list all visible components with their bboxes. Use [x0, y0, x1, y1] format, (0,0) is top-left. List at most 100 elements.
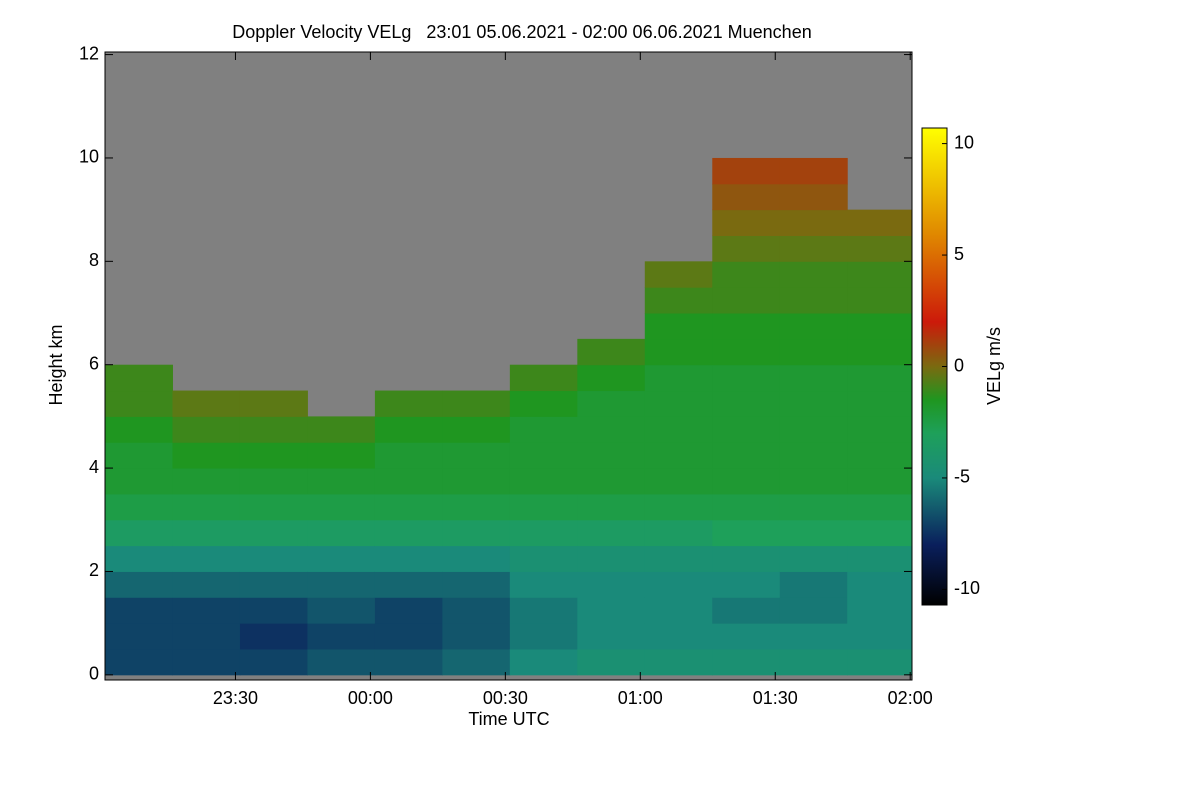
- heatmap-cell: [577, 442, 646, 469]
- y-tick-label: 4: [89, 457, 99, 477]
- heatmap-cell: [779, 364, 848, 392]
- heatmap-cell: [307, 648, 376, 676]
- heatmap-cell: [105, 364, 173, 392]
- heatmap-cell: [374, 416, 443, 443]
- heatmap-cell: [509, 545, 578, 572]
- heatmap-cell: [105, 623, 173, 650]
- heatmap-cell: [172, 442, 241, 469]
- colorbar-tick-label: 10: [954, 132, 974, 152]
- heatmap-cell: [779, 648, 848, 676]
- heatmap-cell: [779, 416, 848, 443]
- heatmap-cell: [779, 597, 848, 624]
- heatmap-cell: [105, 390, 173, 417]
- heatmap-cell: [779, 313, 848, 340]
- heatmap-cell: [779, 261, 848, 288]
- heatmap-cell: [442, 648, 511, 676]
- heatmap-cell: [239, 648, 308, 676]
- heatmap-cell: [847, 545, 913, 572]
- colorbar-tick-label: -10: [954, 578, 980, 598]
- y-axis-label: Height km: [46, 324, 66, 405]
- heatmap-cell: [712, 287, 781, 314]
- x-tick-label: 02:00: [888, 688, 933, 708]
- heatmap-cell: [644, 597, 713, 624]
- colorbar-tick-label: -5: [954, 467, 970, 487]
- y-tick-label: 12: [79, 43, 99, 63]
- heatmap-cell: [172, 519, 241, 547]
- colorbar-tick-label: 5: [954, 244, 964, 264]
- heatmap-cell: [577, 597, 646, 624]
- heatmap-cell: [847, 338, 913, 366]
- heatmap-cell: [172, 597, 241, 624]
- heatmap-cell: [374, 623, 443, 650]
- chart-title: Doppler Velocity VELg 23:01 05.06.2021 -…: [232, 22, 811, 42]
- heatmap-cell: [644, 468, 713, 495]
- heatmap-cell: [172, 416, 241, 443]
- heatmap-cell: [577, 623, 646, 650]
- heatmap-cell: [307, 571, 376, 598]
- heatmap-cell: [307, 519, 376, 547]
- heatmap-cell: [374, 597, 443, 624]
- heatmap-cell: [644, 338, 713, 366]
- heatmap-cell: [712, 313, 781, 340]
- heatmap-cell: [374, 442, 443, 469]
- heatmap-cell: [239, 416, 308, 443]
- heatmap-cell: [105, 416, 173, 443]
- heatmap-cell: [509, 571, 578, 598]
- heatmap-cell: [509, 493, 578, 521]
- heatmap-cell: [239, 442, 308, 469]
- heatmap-cell: [172, 545, 241, 572]
- heatmap-cell: [172, 493, 241, 521]
- heatmap-cell: [577, 416, 646, 443]
- heatmap-cell: [105, 648, 173, 676]
- heatmap-cell: [779, 235, 848, 262]
- heatmap-cell: [307, 623, 376, 650]
- x-tick-label: 00:00: [348, 688, 393, 708]
- heatmap-cell: [847, 442, 913, 469]
- heatmap-cell: [779, 468, 848, 495]
- x-tick-label: 23:30: [213, 688, 258, 708]
- heatmap-cell: [779, 390, 848, 417]
- heatmap-cell: [239, 519, 308, 547]
- heatmap-cell: [307, 468, 376, 495]
- heatmap-cell: [509, 519, 578, 547]
- heatmap-cell: [644, 313, 713, 340]
- heatmap-cell: [307, 545, 376, 572]
- heatmap-cell: [712, 209, 781, 236]
- heatmap-cell: [239, 597, 308, 624]
- heatmap-cell: [442, 390, 511, 417]
- y-tick-label: 6: [89, 353, 99, 373]
- heatmap-cell: [239, 623, 308, 650]
- heatmap-cell: [644, 545, 713, 572]
- heatmap-cell: [307, 597, 376, 624]
- heatmap-cell: [644, 519, 713, 547]
- heatmap-cell: [712, 364, 781, 392]
- heatmap-cell: [712, 183, 781, 211]
- heatmap-cell: [105, 545, 173, 572]
- heatmap-cell: [442, 493, 511, 521]
- heatmap-cell: [847, 364, 913, 392]
- heatmap-cell: [172, 623, 241, 650]
- heatmap-cell: [172, 648, 241, 676]
- heatmap-cell: [509, 442, 578, 469]
- y-tick-label: 8: [89, 250, 99, 270]
- heatmap-cell: [374, 648, 443, 676]
- heatmap-cell: [644, 442, 713, 469]
- heatmap-cell: [644, 648, 713, 676]
- heatmap-cell: [779, 623, 848, 650]
- heatmap-cell: [442, 623, 511, 650]
- heatmap-cell: [847, 623, 913, 650]
- heatmap-cell: [779, 493, 848, 521]
- heatmap-cell: [239, 468, 308, 495]
- heatmap-cell: [307, 493, 376, 521]
- heatmap-cell: [577, 364, 646, 392]
- heatmap-cell: [105, 468, 173, 495]
- heatmap-cell: [779, 338, 848, 366]
- heatmap-cell: [712, 261, 781, 288]
- heatmap-cell: [172, 571, 241, 598]
- heatmap-cell: [577, 571, 646, 598]
- heatmap-cell: [509, 623, 578, 650]
- heatmap-cell: [239, 493, 308, 521]
- heatmap-cell: [644, 416, 713, 443]
- heatmap-cell: [644, 364, 713, 392]
- heatmap-cell: [712, 571, 781, 598]
